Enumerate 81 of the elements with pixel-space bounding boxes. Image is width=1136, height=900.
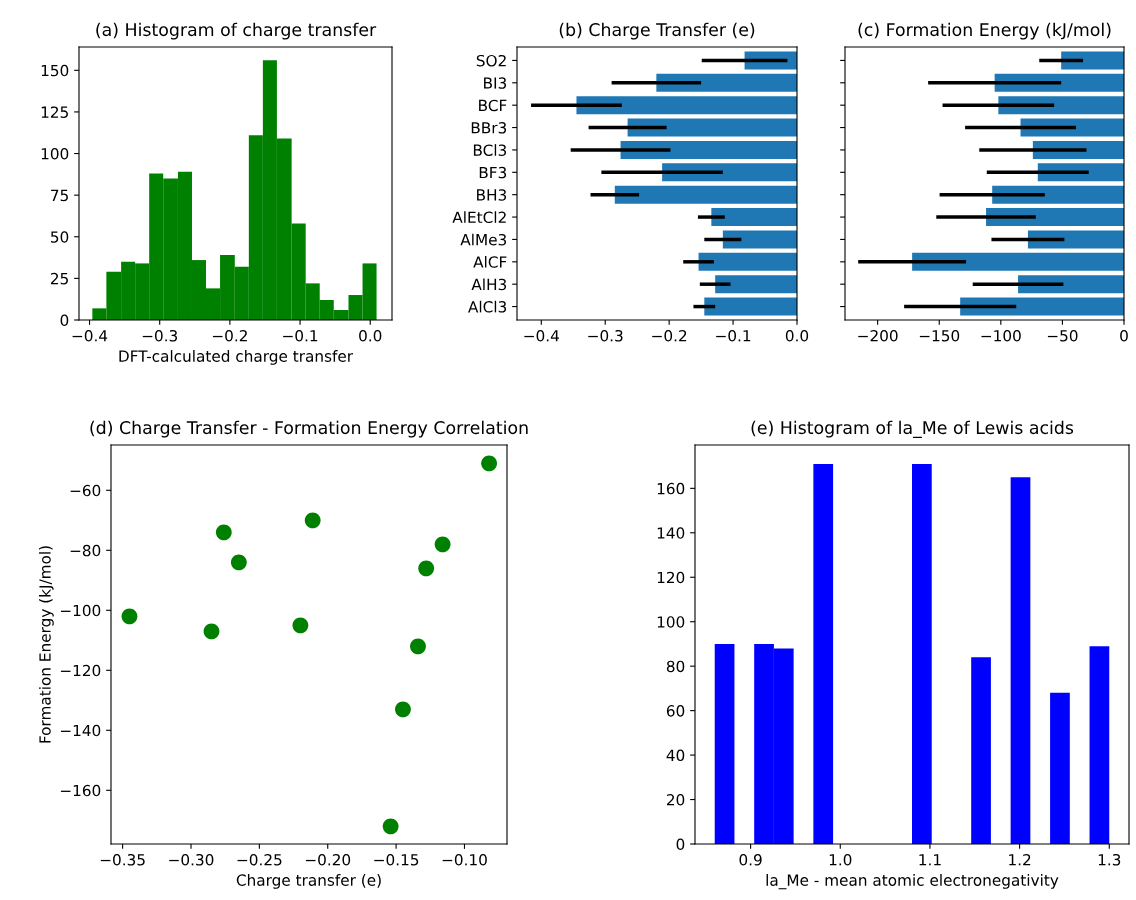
y-tick-label: 125 [41, 106, 68, 118]
x-tick-label: −100 [981, 329, 1021, 342]
y-tick-label: 160 [657, 482, 685, 495]
point [230, 554, 247, 571]
x-tick-label: 0.0 [785, 329, 809, 342]
point [203, 623, 220, 640]
x-tick-label: −150 [919, 329, 960, 342]
x-tick-label: −0.4 [524, 329, 559, 342]
point [121, 608, 138, 625]
x-tick-label: −0.10 [442, 853, 487, 866]
x-tick-label: −0.20 [305, 853, 351, 866]
y-tick-label: 150 [41, 64, 69, 77]
x-tick-label: −0.30 [169, 853, 214, 866]
y-tick-label: BH3 [477, 189, 507, 201]
x-tick-label: 0 [1120, 329, 1128, 342]
y-tick-label: 25 [50, 272, 68, 285]
y-tick-label: 120 [657, 571, 685, 584]
x-tick-label: 1.1 [919, 854, 941, 866]
x-axis-title: Charge transfer (e) [236, 874, 381, 889]
y-axis-title: Formation Energy (kJ/mol) [38, 546, 54, 743]
y-tick-label: 140 [657, 527, 685, 539]
y-tick-label: AlEtCl2 [452, 211, 506, 224]
chart-title: (c) Formation Energy (kJ/mol) [858, 22, 1111, 40]
chart-title: (b) Charge Transfer (e) [559, 22, 755, 40]
point [382, 818, 399, 835]
y-tick-label: BF3 [479, 166, 507, 179]
point [418, 560, 435, 577]
y-tick-label: −160 [60, 784, 101, 797]
y-tick-label: SO2 [476, 54, 506, 67]
x-tick-label: 0.0 [359, 329, 382, 342]
y-tick-label: −60 [70, 484, 101, 497]
point [434, 536, 451, 553]
x-tick-label: −0.15 [374, 853, 419, 866]
point [292, 617, 309, 634]
y-tick-label: 0 [60, 314, 69, 327]
x-tick-label: −0.2 [212, 329, 247, 342]
x-tick-label: 1.0 [829, 853, 852, 866]
y-tick-label: BCF [479, 99, 507, 112]
y-tick-label: BBr3 [471, 122, 507, 134]
x-tick-label: 0.9 [739, 853, 762, 866]
point [215, 524, 232, 541]
x-tick-label: 1.2 [1009, 853, 1031, 866]
x-tick-label: −0.35 [100, 853, 145, 866]
x-tick-label: −0.1 [716, 329, 751, 342]
y-tick-label: AlMe3 [460, 233, 507, 246]
y-tick-label: −120 [60, 664, 101, 677]
y-tick-label: 75 [51, 189, 68, 202]
y-tick-label: 100 [41, 148, 69, 160]
x-axis-title: la_Me - mean atomic electronegativity [766, 874, 1059, 890]
x-tick-label: −200 [858, 329, 898, 342]
y-tick-label: 100 [657, 616, 685, 628]
point [410, 638, 426, 655]
point [481, 455, 498, 472]
x-tick-label: −0.3 [142, 329, 178, 342]
point [304, 512, 321, 529]
y-tick-label: AlCF [473, 256, 507, 268]
y-tick-label: AlCl3 [468, 300, 507, 313]
y-tick-label: −100 [60, 604, 101, 617]
y-tick-label: −140 [60, 724, 101, 737]
y-tick-label: BI3 [484, 77, 507, 89]
chart-title: (e) Histogram of la_Me of Lewis acids [751, 420, 1074, 438]
y-tick-label: 20 [666, 794, 685, 806]
y-tick-label: AlH3 [471, 278, 507, 291]
x-tick-label: −0.2 [652, 329, 687, 342]
chart-title: (a) Histogram of charge transfer [96, 22, 377, 40]
x-tick-label: −0.25 [237, 853, 282, 866]
y-tick-label: 0 [676, 838, 685, 851]
x-tick-label: −50 [1047, 329, 1078, 342]
y-tick-label: 50 [51, 231, 69, 243]
x-axis-title: DFT-calculated charge transfer [119, 350, 354, 365]
y-tick-label: 60 [666, 705, 685, 717]
y-tick-label: −80 [70, 544, 101, 557]
x-tick-label: −0.3 [588, 329, 623, 342]
x-tick-label: −0.1 [283, 329, 318, 342]
x-tick-label: −0.4 [72, 329, 108, 342]
chart-title: (d) Charge Transfer - Formation Energy Correlation [90, 420, 528, 438]
y-tick-label: 80 [666, 660, 685, 673]
y-tick-label: 40 [666, 749, 685, 762]
y-tick-label: BCl3 [473, 144, 507, 156]
point [395, 701, 411, 718]
x-tick-label: 1.3 [1098, 853, 1121, 866]
